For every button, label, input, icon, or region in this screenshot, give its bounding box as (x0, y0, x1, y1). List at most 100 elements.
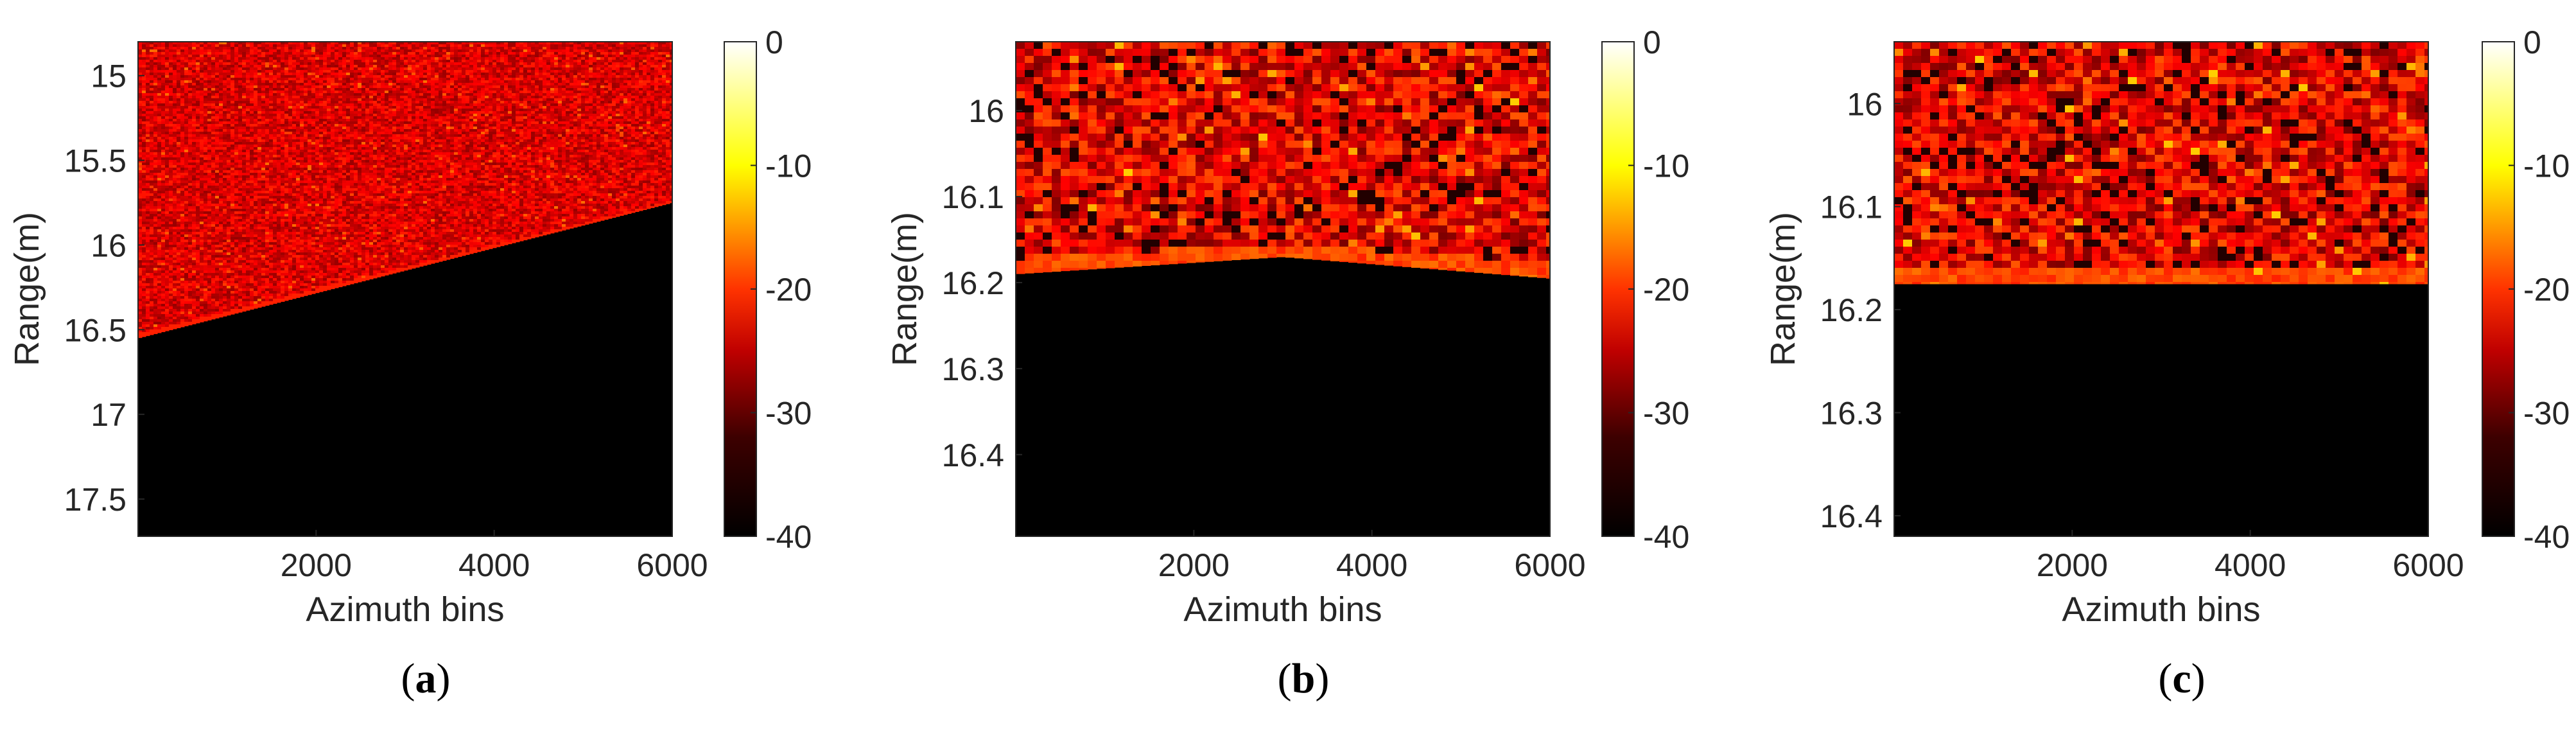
heatmap-cell (227, 216, 231, 220)
heatmap-cell (200, 129, 204, 132)
heatmap-cell (304, 165, 308, 168)
heatmap-cell (142, 101, 146, 104)
heatmap-cell (188, 73, 193, 76)
heatmap-cell (292, 250, 297, 253)
heatmap-cell (204, 314, 208, 317)
heatmap-cell (304, 229, 308, 233)
heatmap-cell (184, 96, 189, 99)
heatmap-cell (161, 324, 166, 328)
heatmap-cell (238, 114, 243, 117)
heatmap-cell (157, 247, 162, 250)
heatmap-cell (300, 258, 304, 261)
heatmap-cell (215, 168, 220, 171)
heatmap-cell (142, 209, 146, 212)
heatmap-cell (257, 52, 262, 55)
heatmap-cell (204, 49, 208, 53)
heatmap-cell (242, 211, 247, 215)
heatmap-cell (242, 273, 247, 276)
heatmap-cell (277, 127, 281, 130)
heatmap-cell (180, 201, 185, 204)
heatmap-cell (138, 175, 143, 179)
heatmap-cell (231, 152, 235, 155)
heatmap-cell (288, 168, 293, 171)
heatmap-cell (215, 227, 220, 230)
heatmap-cell (153, 281, 158, 284)
heatmap-cell (231, 91, 235, 94)
heatmap-cell (231, 147, 235, 150)
heatmap-cell (165, 234, 170, 238)
heatmap-cell (157, 188, 162, 191)
heatmap-cell (288, 209, 293, 212)
heatmap-cell (204, 227, 208, 230)
heatmap-cell (269, 60, 274, 63)
heatmap-cell (304, 281, 308, 284)
heatmap-cell (157, 124, 162, 127)
heatmap-cell (261, 260, 266, 263)
heatmap-cell (246, 75, 250, 78)
heatmap-cell (219, 139, 223, 143)
heatmap-cell (161, 96, 166, 99)
heatmap-cell (161, 281, 166, 284)
heatmap-cell (138, 101, 143, 104)
heatmap-cell (227, 268, 231, 271)
heatmap-cell (250, 278, 254, 281)
heatmap-cell (169, 188, 173, 191)
heatmap-cell (196, 240, 200, 243)
heatmap-cell (238, 96, 243, 99)
heatmap-cell (177, 93, 181, 96)
heatmap-cell (165, 160, 170, 163)
heatmap-cell (207, 222, 212, 225)
heatmap-cell (219, 196, 223, 199)
heatmap-cell (227, 157, 231, 161)
heatmap-cell (265, 214, 270, 217)
heatmap-cell (184, 152, 189, 155)
heatmap-cell (277, 296, 281, 299)
heatmap-cell (284, 42, 289, 45)
heatmap-cell (150, 119, 154, 122)
heatmap-cell (177, 206, 181, 209)
heatmap-cell (250, 234, 254, 238)
heatmap-cell (223, 191, 227, 194)
heatmap-cell (169, 127, 173, 130)
heatmap-cell (231, 224, 235, 227)
heatmap-cell (142, 309, 146, 312)
heatmap-cell (281, 170, 285, 173)
heatmap-cell (180, 57, 185, 60)
heatmap-cell (311, 93, 316, 96)
heatmap-cell (188, 306, 193, 310)
heatmap-cell (292, 252, 297, 256)
heatmap-cell (207, 283, 212, 286)
heatmap-cell (277, 119, 281, 122)
heatmap-cell (169, 114, 173, 117)
heatmap-cell (204, 306, 208, 310)
heatmap-cell (284, 209, 289, 212)
heatmap-cell (138, 291, 143, 294)
heatmap-cell (292, 278, 297, 281)
heatmap-cell (292, 106, 297, 109)
heatmap-cell (311, 247, 316, 250)
heatmap-cell (180, 229, 185, 233)
heatmap-cell (315, 196, 320, 199)
heatmap-cell (308, 52, 312, 55)
heatmap-cell (173, 224, 177, 227)
heatmap-cell (177, 88, 181, 91)
heatmap-cell (211, 162, 216, 166)
heatmap-cell (273, 70, 277, 73)
heatmap-cell (304, 216, 308, 220)
heatmap-cell (311, 173, 316, 176)
heatmap-cell (177, 216, 181, 220)
heatmap-cell (288, 180, 293, 184)
heatmap-cell (211, 201, 216, 204)
heatmap-cell (261, 109, 266, 112)
heatmap-cell (246, 227, 250, 230)
heatmap-cell (200, 273, 204, 276)
heatmap-cell (180, 186, 185, 189)
heatmap-cell (261, 278, 266, 281)
heatmap-cell (261, 65, 266, 68)
heatmap-cell (238, 44, 243, 48)
heatmap-cell (296, 229, 300, 233)
heatmap-cell (284, 198, 289, 202)
heatmap-cell (184, 240, 189, 243)
heatmap-cell (215, 101, 220, 104)
heatmap-cell (265, 173, 270, 176)
